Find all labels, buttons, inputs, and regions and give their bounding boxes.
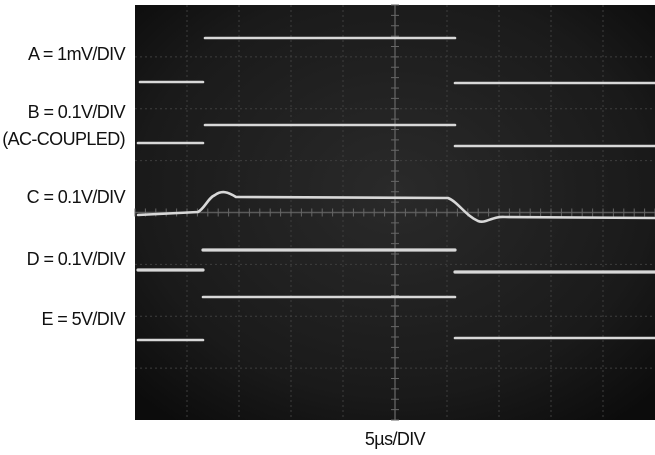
channel-label: A = 1mV/DIV — [28, 44, 126, 64]
trace-b — [136, 123, 655, 148]
trace-c — [136, 190, 655, 223]
channel-label: D = 0.1V/DIV — [27, 249, 126, 269]
channel-label: C = 0.1V/DIV — [27, 187, 126, 207]
trace-a — [138, 36, 655, 85]
channel-note: (AC-COUPLED) — [2, 129, 125, 149]
channel-label: B = 0.1V/DIV — [28, 102, 126, 122]
channel-label: E = 5V/DIV — [41, 309, 125, 329]
trace-e — [136, 295, 655, 342]
time-scale-label: 5µs/DIV — [365, 429, 426, 449]
graticule — [134, 4, 655, 421]
traces — [136, 36, 655, 342]
trace-d — [136, 248, 655, 274]
